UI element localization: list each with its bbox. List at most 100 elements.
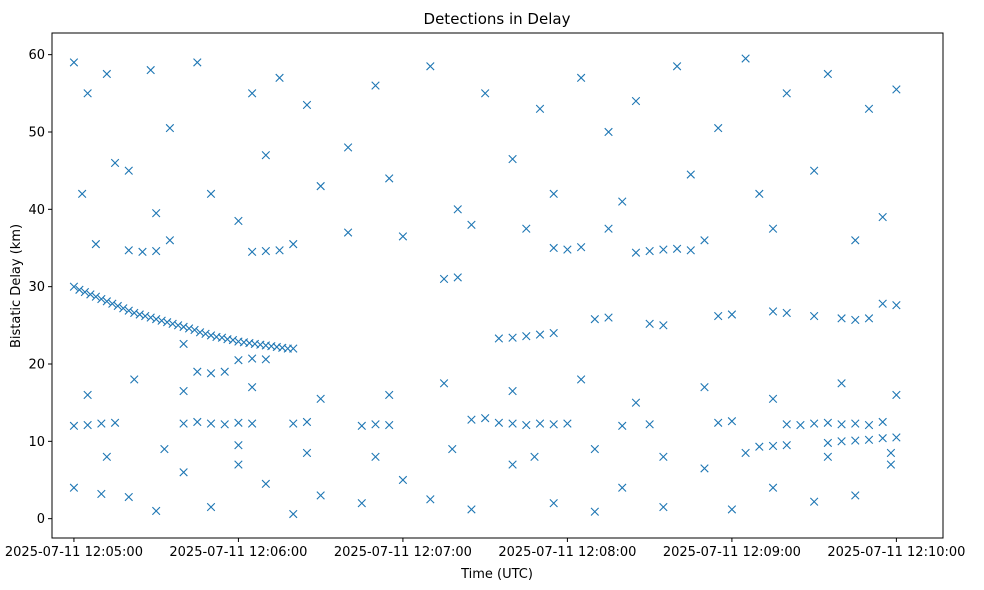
detection-point [97,419,106,428]
detection-point [343,228,353,237]
detection-point [563,245,572,254]
detection-point [522,420,531,430]
detection-point [289,419,298,428]
detection-point [247,383,257,392]
detection-point [782,420,791,429]
detection-point [228,335,238,345]
detection-point [302,100,312,110]
detection-point [91,292,101,301]
detection-point [576,243,586,252]
detection-point [179,386,188,396]
detection-point [508,154,517,164]
detection-point [86,290,95,299]
y-tick-label: 30 [28,280,45,295]
detection-point [173,321,183,330]
detection-point [535,419,545,428]
detection-point [83,89,92,98]
detection-point [184,324,194,333]
detection-point [206,369,216,378]
detection-point [357,499,366,508]
detection-point [823,438,833,448]
detection-point [146,313,155,322]
detection-point [727,417,737,426]
detection-point [179,339,188,349]
x-tick-label: 2025-07-11 12:06:00 [169,545,307,560]
detection-point [201,329,210,339]
detection-point [714,123,723,133]
detection-point [162,318,172,327]
detection-point [823,418,833,427]
detection-point [508,386,517,396]
y-tick-label: 40 [28,203,45,218]
detection-point [618,483,627,492]
detection-point [864,435,874,444]
detection-point [91,239,101,249]
detection-point [590,507,600,516]
detection-point [69,421,79,431]
y-tick-label: 50 [28,125,45,140]
detection-point [124,246,133,255]
detection-point [83,390,92,400]
detection-point [97,489,106,499]
detection-point [549,420,558,429]
detection-point [206,502,216,512]
detection-point [108,299,117,308]
detection-point [549,328,558,338]
detection-point [576,375,586,384]
detection-point [275,73,284,83]
detection-point [151,506,161,516]
detection-point [809,497,819,506]
detection-point [195,328,205,337]
detection-point [878,299,887,308]
detection-point [878,434,887,443]
detection-point [809,166,819,175]
detection-point [190,325,199,335]
detection-point [179,419,188,428]
detection-point [686,170,695,179]
detection-point [398,475,408,485]
detection-point [130,375,139,384]
detection-point [168,319,177,328]
detection-point [261,355,271,364]
detection-point [727,310,737,319]
detection-point [467,505,476,514]
detection-point [672,244,682,253]
detection-point [886,460,896,469]
detection-point [549,189,558,199]
detection-point [851,491,860,500]
detection-point [631,398,641,407]
detection-point [892,85,901,94]
detection-point [480,89,490,98]
detection-point [261,246,271,256]
detection-point [755,442,764,451]
detection-point [768,483,778,492]
detection-point [179,322,188,332]
x-axis-ticks: 2025-07-11 12:05:00 2025-07-11 12:06:00 20… [5,538,965,560]
detection-point [316,394,325,403]
detection-point [886,448,896,458]
detection-point [75,285,84,294]
detection-point [700,464,709,473]
chart-title: Detections in Delay [424,10,571,28]
detection-point [686,246,695,255]
x-axis-title: Time (UTC) [460,567,533,582]
detection-point [426,495,435,504]
detection-point [878,212,887,222]
detection-point [217,333,227,342]
detection-point [837,314,846,323]
detection-point [261,479,271,489]
detection-point [508,333,517,342]
detection-point [151,314,161,324]
detection-point [768,307,778,316]
detection-point [110,418,120,427]
detection-point [851,236,860,245]
detection-point [146,65,155,75]
detection-point [549,243,558,253]
detection-point [878,417,887,427]
detection-point [371,420,380,429]
detection-point [864,104,874,113]
detection-point [837,420,846,429]
detection-point [522,331,531,341]
detection-point [659,502,668,512]
detection-point [741,448,750,458]
